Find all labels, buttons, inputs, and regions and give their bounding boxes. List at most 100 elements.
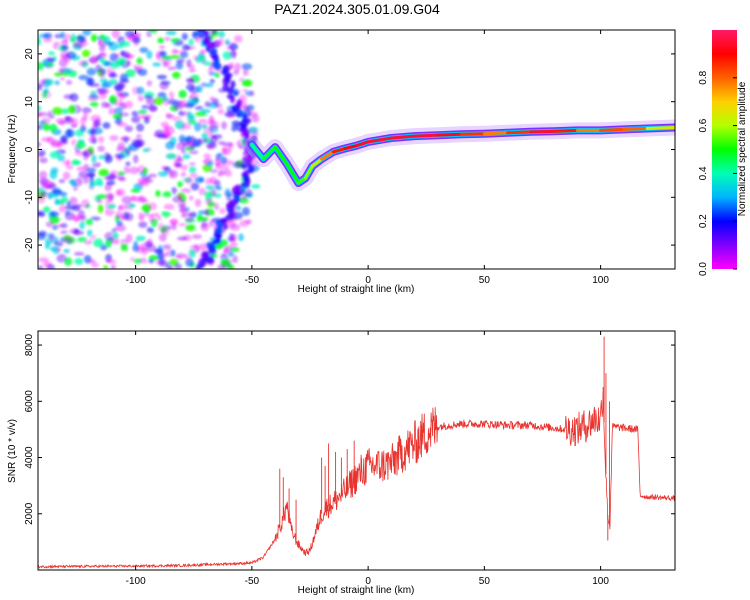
noise-blob (121, 51, 130, 59)
x-tick-label: -50 (245, 275, 260, 286)
noise-blob (214, 243, 223, 250)
noise-blob (217, 108, 225, 115)
noise-blob (114, 91, 122, 97)
noise-blob (209, 96, 215, 102)
noise-blob (52, 225, 58, 231)
noise-blob (43, 32, 53, 40)
snr-panel: -100 -50 0 50 100 2000 4000 6000 8000 Height of… (7, 330, 676, 596)
noise-blob (194, 122, 202, 132)
ridge-segment (599, 127, 626, 132)
ridge-segment (482, 131, 510, 136)
noise-blob (137, 196, 147, 203)
noise-blob (88, 57, 98, 64)
noise-blob (241, 193, 247, 201)
noise-blob (112, 232, 119, 240)
noise-blob (91, 262, 99, 268)
noise-blob (50, 167, 59, 174)
noise-blob (40, 137, 52, 142)
noise-blob (93, 127, 103, 135)
noise-blob (114, 153, 123, 159)
noise-blob (113, 82, 125, 91)
noise-blob (114, 117, 123, 125)
noise-blob (217, 172, 223, 177)
spectrogram-x-label: Height of straight line (km) (298, 284, 415, 295)
noise-blob (179, 49, 188, 58)
noise-blob (213, 202, 220, 211)
noise-blob (124, 100, 134, 109)
noise-blob (117, 142, 126, 150)
noise-blob (38, 142, 42, 147)
noise-blob (170, 249, 176, 257)
noise-blob (83, 254, 92, 264)
noise-blob (136, 57, 143, 65)
noise-blob (142, 148, 150, 153)
noise-blob (178, 134, 186, 143)
noise-blob (83, 239, 94, 245)
ridge-segment (320, 150, 335, 161)
noise-blob (98, 155, 106, 160)
noise-blob (185, 216, 194, 223)
noise-blob (49, 233, 55, 242)
snr-x-label: Height of straight line (km) (298, 585, 415, 596)
noise-blob (114, 53, 121, 59)
noise-blob (125, 233, 133, 243)
noise-blob (90, 34, 98, 42)
noise-blob (71, 139, 78, 146)
noise-blob (146, 80, 153, 87)
noise-blob (210, 30, 218, 36)
noise-blob (152, 62, 162, 67)
noise-blob (169, 219, 178, 226)
noise-blob (189, 162, 196, 167)
noise-blob (180, 111, 190, 117)
noise-blob (162, 36, 172, 42)
x-tick-label: 100 (592, 576, 609, 587)
noise-blob (109, 72, 116, 78)
noise-blob (130, 188, 141, 193)
noise-blob (64, 115, 71, 121)
noise-blob (164, 125, 176, 135)
noise-blob (219, 156, 228, 164)
noise-blob (60, 39, 68, 48)
y-tick-label: -10 (24, 190, 35, 205)
noise-blob (60, 108, 70, 115)
noise-blob (65, 79, 73, 86)
noise-blob (82, 163, 90, 172)
noise-blob (86, 67, 97, 76)
noise-blob (74, 151, 85, 156)
noise-blob (81, 107, 92, 114)
edge-blob (240, 162, 248, 170)
noise-blob (79, 220, 85, 230)
noise-blob (51, 189, 63, 195)
noise-blob (124, 125, 134, 132)
noise-blob (181, 122, 192, 130)
x-tick-label: 0 (365, 576, 371, 587)
noise-blob (60, 230, 68, 235)
spectrogram-y-label: Frequency (Hz) (7, 115, 18, 184)
noise-blob (215, 185, 222, 191)
noise-blob (89, 127, 96, 136)
x-tick-label: 50 (479, 275, 491, 286)
noise-blob (148, 216, 155, 224)
noise-blob (160, 227, 170, 236)
noise-blob (149, 104, 158, 112)
noise-blob (133, 240, 139, 247)
noise-blob (111, 228, 117, 234)
ridge-segment (366, 136, 393, 144)
noise-blob (207, 119, 216, 127)
noise-blob (153, 97, 164, 106)
noise-blob (98, 87, 110, 95)
noise-blob (188, 195, 194, 201)
noise-blob (217, 263, 227, 269)
spectrogram-marks (38, 30, 675, 269)
noise-blob (42, 59, 49, 67)
snr-marks (38, 336, 675, 569)
edge-blob (201, 251, 210, 257)
colorbar-tick-label: 0.6 (698, 118, 709, 132)
noise-blob (155, 190, 161, 197)
ridge-segment (552, 128, 579, 133)
y-tick-label: 8000 (24, 333, 35, 356)
noise-blob (156, 74, 167, 80)
colorbar: 0.0 0.2 0.4 0.6 0.8 Normalized spectral ampl… (698, 30, 748, 276)
noise-blob (180, 164, 189, 171)
noise-blob (99, 45, 106, 52)
